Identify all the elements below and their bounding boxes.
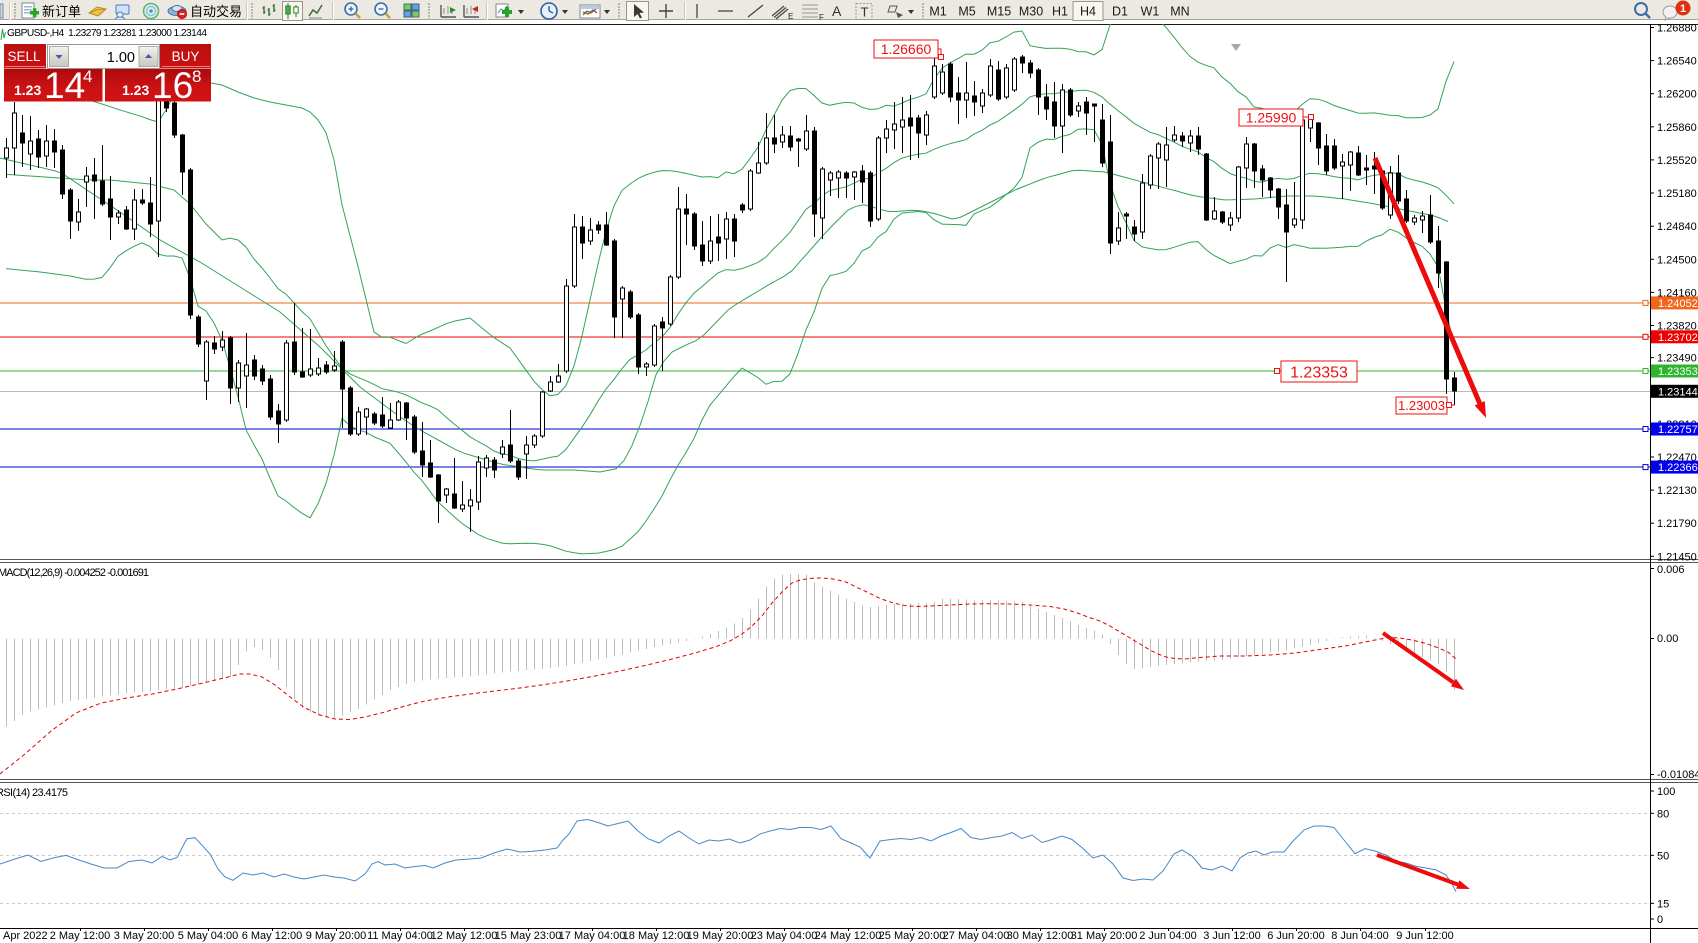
svg-text:T: T [861, 5, 869, 20]
svg-text:1.23144: 1.23144 [1658, 386, 1698, 398]
svg-text:1: 1 [1680, 3, 1686, 15]
svg-text:1.23003: 1.23003 [1398, 398, 1445, 413]
svg-text:M1: M1 [929, 5, 946, 19]
svg-text:8 Jun 04:00: 8 Jun 04:00 [1331, 930, 1389, 942]
svg-text:24 May 12:00: 24 May 12:00 [815, 930, 882, 942]
svg-text:1.23702: 1.23702 [1658, 332, 1698, 344]
svg-text:1.23353: 1.23353 [1290, 364, 1348, 381]
svg-text:19 May 20:00: 19 May 20:00 [687, 930, 754, 942]
svg-text:1.22130: 1.22130 [1657, 485, 1697, 497]
svg-text:1.26880: 1.26880 [1657, 23, 1697, 35]
svg-text:5 May 04:00: 5 May 04:00 [178, 930, 239, 942]
svg-text:2 May 12:00: 2 May 12:00 [50, 930, 111, 942]
svg-text:1.24500: 1.24500 [1657, 254, 1697, 266]
svg-text:15 May 23:00: 15 May 23:00 [495, 930, 562, 942]
svg-text:30 May 12:00: 30 May 12:00 [1007, 930, 1074, 942]
svg-text:9 Jun 12:00: 9 Jun 12:00 [1396, 930, 1454, 942]
svg-text:1.25520: 1.25520 [1657, 155, 1697, 167]
svg-text:1.21450: 1.21450 [1657, 551, 1697, 563]
svg-text:E: E [788, 12, 793, 21]
svg-text:1.26660: 1.26660 [881, 41, 932, 57]
svg-text:16: 16 [152, 65, 193, 106]
svg-text:M15: M15 [987, 5, 1011, 19]
svg-text:0.006: 0.006 [1657, 564, 1685, 576]
svg-text:D1: D1 [1112, 5, 1128, 19]
svg-text:MACD(12,26,9) -0.004252 -0.001: MACD(12,26,9) -0.004252 -0.001691 [0, 567, 149, 579]
svg-text:A: A [832, 3, 842, 19]
svg-text:6 May 12:00: 6 May 12:00 [242, 930, 303, 942]
svg-text:MN: MN [1170, 5, 1189, 19]
svg-text:50: 50 [1657, 850, 1669, 862]
svg-text:-0.010844: -0.010844 [1657, 769, 1698, 781]
svg-text:F: F [819, 13, 824, 22]
svg-text:H4: H4 [1080, 5, 1096, 19]
svg-text:1.00: 1.00 [107, 50, 135, 66]
svg-text:1.22757: 1.22757 [1658, 424, 1698, 436]
svg-text:M30: M30 [1019, 5, 1043, 19]
svg-text:2 Jun 04:00: 2 Jun 04:00 [1139, 930, 1197, 942]
svg-text:18 May 12:00: 18 May 12:00 [623, 930, 690, 942]
svg-text:4: 4 [83, 67, 92, 86]
svg-text:1.23820: 1.23820 [1657, 321, 1697, 333]
svg-text:1.24840: 1.24840 [1657, 221, 1697, 233]
svg-text:1.21790: 1.21790 [1657, 518, 1697, 530]
svg-text:80: 80 [1657, 808, 1669, 820]
svg-text:23 May 04:00: 23 May 04:00 [751, 930, 818, 942]
svg-text:GBPUSD-,H4 1.23279 1.23281 1.: GBPUSD-,H4 1.23279 1.23281 1.23000 1.231… [7, 28, 207, 39]
svg-text:100: 100 [1657, 786, 1675, 798]
svg-text:1.25180: 1.25180 [1657, 188, 1697, 200]
svg-text:W1: W1 [1141, 5, 1160, 19]
svg-text:3 Jun 12:00: 3 Jun 12:00 [1203, 930, 1261, 942]
svg-text:1.23490: 1.23490 [1657, 353, 1697, 365]
svg-text:1.25990: 1.25990 [1246, 110, 1297, 126]
svg-text:0.00: 0.00 [1657, 633, 1678, 645]
svg-text:3 May 20:00: 3 May 20:00 [114, 930, 175, 942]
svg-text:Apr 2022: Apr 2022 [3, 930, 48, 942]
svg-text:1.22366: 1.22366 [1658, 462, 1698, 474]
svg-text:1.24052: 1.24052 [1658, 298, 1698, 310]
svg-text:11 May 04:00: 11 May 04:00 [367, 930, 433, 942]
svg-text:14: 14 [44, 65, 85, 106]
svg-text:M5: M5 [958, 5, 975, 19]
svg-text:17 May 04:00: 17 May 04:00 [559, 930, 626, 942]
svg-text:SELL: SELL [8, 49, 42, 64]
svg-text:8: 8 [192, 67, 201, 86]
svg-text:RSI(14) 23.4175: RSI(14) 23.4175 [0, 787, 68, 799]
svg-text:0: 0 [1657, 914, 1663, 926]
svg-text:1.25860: 1.25860 [1657, 122, 1697, 134]
svg-text:1.23353: 1.23353 [1658, 366, 1698, 378]
svg-text:15: 15 [1657, 898, 1669, 910]
svg-text:1.26540: 1.26540 [1657, 56, 1697, 68]
svg-text:1.23: 1.23 [14, 82, 41, 98]
svg-text:1.23: 1.23 [122, 82, 149, 98]
svg-text:9 May 20:00: 9 May 20:00 [306, 930, 367, 942]
svg-text:12 May 12:00: 12 May 12:00 [431, 930, 498, 942]
svg-text:自动交易: 自动交易 [190, 4, 242, 19]
svg-text:27 May 04:00: 27 May 04:00 [943, 930, 1010, 942]
svg-text:1.26200: 1.26200 [1657, 89, 1697, 101]
svg-text:6 Jun 20:00: 6 Jun 20:00 [1267, 930, 1325, 942]
svg-text:H1: H1 [1052, 5, 1068, 19]
svg-text:新订单: 新订单 [42, 4, 81, 19]
svg-text:25 May 20:00: 25 May 20:00 [879, 930, 946, 942]
svg-text:31 May 20:00: 31 May 20:00 [1071, 930, 1138, 942]
svg-text:BUY: BUY [172, 49, 200, 64]
